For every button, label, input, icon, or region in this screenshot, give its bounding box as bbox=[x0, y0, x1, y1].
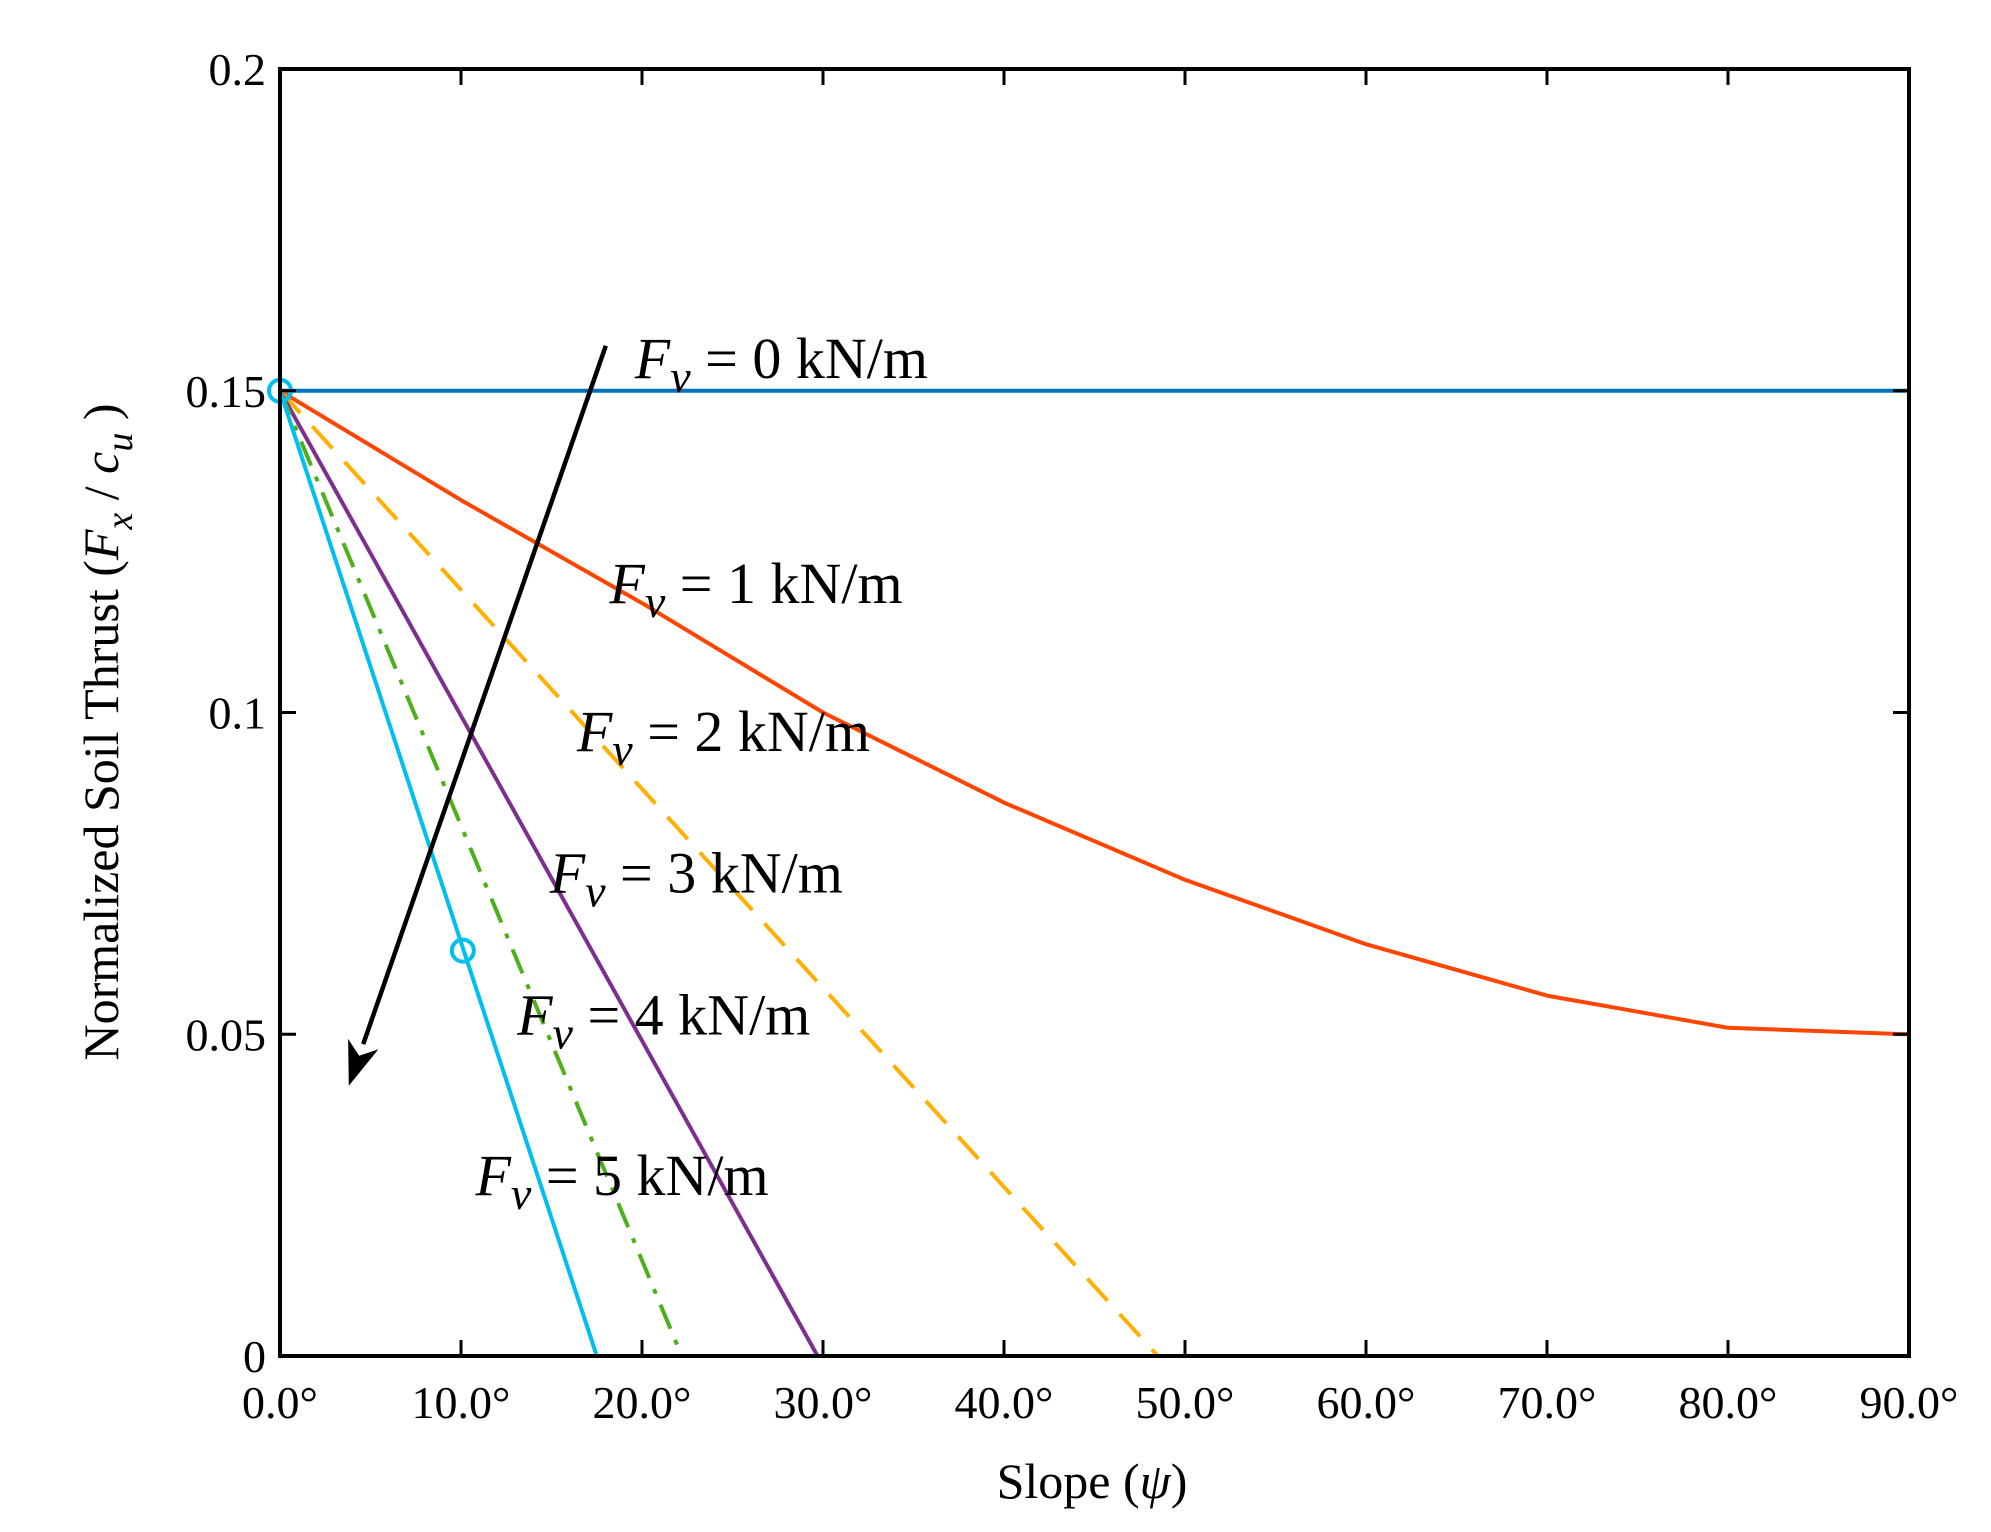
annotation-var: F bbox=[474, 1143, 511, 1208]
series-line-3 bbox=[278, 389, 820, 1357]
x-tick-label-4: 40.0° bbox=[955, 1377, 1054, 1428]
annotation-text: = 2 kN/m bbox=[633, 699, 870, 764]
plot-frame bbox=[278, 67, 1911, 1358]
annotation-fv-3: Fv = 3 kN/m bbox=[549, 841, 843, 917]
x-tick-label-0: 0.0° bbox=[242, 1377, 318, 1428]
annotation-sub: v bbox=[585, 866, 606, 917]
x-tick-label-9: 90.0° bbox=[1860, 1377, 1959, 1428]
series-line-4 bbox=[278, 390, 684, 1357]
x-tick-label-1: 10.0° bbox=[412, 1377, 511, 1428]
x-axis-label-close: ) bbox=[1171, 1453, 1188, 1509]
annotation-fv-1: Fv = 1 kN/m bbox=[608, 551, 902, 627]
y-tick-label-3: 0.15 bbox=[186, 366, 267, 417]
y-axis-label-slash: / bbox=[73, 474, 129, 513]
y-tick-label-1: 0.05 bbox=[186, 1009, 267, 1060]
annotations-group: Fv = 0 kN/mFv = 1 kN/mFv = 2 kN/mFv = 3 … bbox=[474, 326, 927, 1219]
arrow-head bbox=[348, 1038, 379, 1086]
x-tick-label-6: 60.0° bbox=[1317, 1377, 1416, 1428]
annotation-fv-0: Fv = 0 kN/m bbox=[634, 326, 928, 402]
y-axis-label-var-c: c bbox=[73, 452, 129, 474]
annotation-sub: v bbox=[645, 576, 666, 627]
y-tick-label-0: 0 bbox=[243, 1331, 266, 1382]
annotation-var: F bbox=[576, 699, 613, 764]
annotation-text: = 0 kN/m bbox=[691, 326, 928, 391]
annotation-fv-5: Fv = 5 kN/m bbox=[474, 1143, 768, 1219]
annotation-sub: v bbox=[511, 1168, 532, 1219]
y-axis-label: Normalized Soil Thrust (Fx / cu ) bbox=[73, 403, 141, 1060]
axes-group bbox=[278, 67, 1911, 1358]
series-line-5 bbox=[278, 390, 599, 1357]
annotation-sub: v bbox=[553, 1007, 574, 1058]
y-tick-label-2: 0.1 bbox=[209, 688, 267, 739]
arrow-shaft bbox=[361, 344, 608, 1045]
annotation-fv-4: Fv = 4 kN/m bbox=[516, 982, 810, 1058]
x-tick-label-2: 20.0° bbox=[593, 1377, 692, 1428]
annotation-fv-2: Fv = 2 kN/m bbox=[576, 699, 870, 775]
x-axis-label: Slope (ψ) bbox=[997, 1453, 1188, 1509]
annotation-sub: v bbox=[670, 351, 691, 402]
series-group bbox=[278, 388, 1910, 1358]
arrow-group bbox=[348, 344, 608, 1086]
y-tick-label-4: 0.2 bbox=[209, 44, 267, 95]
x-tick-label-3: 30.0° bbox=[774, 1377, 873, 1428]
series-line-2 bbox=[278, 389, 1160, 1358]
annotation-var: F bbox=[608, 551, 645, 616]
x-axis-label-var: ψ bbox=[1140, 1453, 1172, 1509]
annotation-var: F bbox=[634, 326, 671, 391]
x-axis-label-text: Slope ( bbox=[997, 1453, 1140, 1509]
annotation-var: F bbox=[549, 841, 586, 906]
annotation-var: F bbox=[516, 982, 553, 1047]
x-tick-label-8: 80.0° bbox=[1679, 1377, 1778, 1428]
annotation-text: = 5 kN/m bbox=[531, 1143, 768, 1208]
y-axis-label-close: ) bbox=[73, 403, 129, 432]
annotation-text: = 3 kN/m bbox=[606, 841, 843, 906]
annotation-sub: v bbox=[612, 724, 633, 775]
annotation-text: = 1 kN/m bbox=[665, 551, 902, 616]
tick-labels-group: 0.0° 10.0° 20.0° 30.0° 40.0° 50.0° 60.0° 70.0° 8… bbox=[186, 44, 1959, 1428]
annotation-text: = 4 kN/m bbox=[573, 982, 810, 1047]
y-axis-label-text: Normalized Soil Thrust ( bbox=[73, 560, 129, 1060]
x-tick-label-7: 70.0° bbox=[1498, 1377, 1597, 1428]
y-axis-label-var-f: F bbox=[73, 529, 129, 561]
x-tick-label-5: 50.0° bbox=[1136, 1377, 1235, 1428]
circle-marker-1 bbox=[449, 937, 476, 964]
y-axis-label-sub-u: u bbox=[99, 433, 141, 452]
y-axis-label-sub-x: x bbox=[99, 513, 141, 531]
series-line-1 bbox=[278, 389, 1910, 1037]
